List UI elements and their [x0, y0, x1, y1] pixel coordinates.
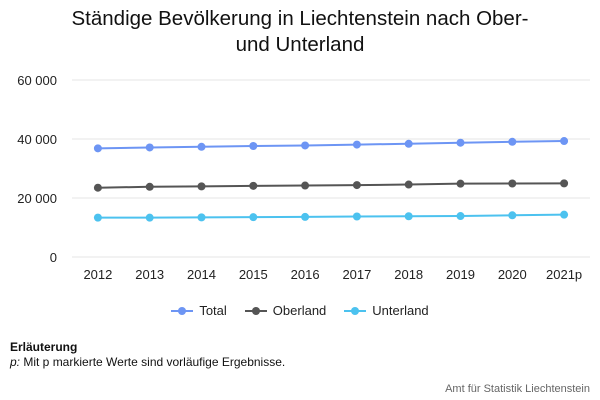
- data-point-total: [93, 144, 102, 153]
- data-point-unterland: [93, 213, 102, 222]
- data-point-total: [249, 142, 258, 151]
- footnote-title: Erläuterung: [10, 340, 78, 354]
- x-tick-label: 2018: [394, 267, 423, 282]
- data-point-unterland: [404, 212, 413, 221]
- legend-marker-icon: [244, 306, 267, 315]
- y-tick-label: 40 000: [17, 132, 57, 147]
- data-point-oberland: [249, 181, 258, 190]
- chart-legend: Total Oberland Unterland: [0, 303, 600, 318]
- y-tick-label: 0: [50, 250, 57, 265]
- footnote-text: Mit p markierte Werte sind vorläufige Er…: [20, 355, 286, 369]
- data-point-oberland: [404, 180, 413, 189]
- footnote: Erläuterung p: Mit p markierte Werte sin…: [10, 340, 285, 370]
- x-tick-label: 2019: [446, 267, 475, 282]
- series-line-total: [97, 140, 565, 150]
- data-point-total: [197, 142, 206, 151]
- data-point-oberland: [456, 179, 465, 188]
- x-tick-label: 2015: [239, 267, 268, 282]
- series-line-oberland: [97, 182, 565, 189]
- data-point-oberland: [93, 183, 102, 192]
- data-point-unterland: [301, 212, 310, 221]
- data-point-oberland: [560, 179, 569, 188]
- chart-title-line-2: und Unterland: [235, 33, 365, 56]
- data-point-total: [352, 140, 361, 149]
- chart-title-line-1: Ständige Bevölkerung in Liechtenstein na…: [71, 7, 529, 30]
- legend-label: Oberland: [272, 303, 327, 318]
- credits-link[interactable]: Amt für Statistik Liechtenstein: [445, 383, 590, 395]
- data-point-oberland: [508, 179, 517, 188]
- legend-item-unterland[interactable]: Unterland: [344, 303, 429, 318]
- data-point-unterland: [145, 213, 154, 222]
- data-point-oberland: [197, 182, 206, 191]
- data-point-unterland: [560, 210, 569, 219]
- data-point-unterland: [508, 211, 517, 220]
- x-tick-label: 2017: [342, 267, 371, 282]
- x-tick-label: 2012: [83, 267, 112, 282]
- data-point-oberland: [301, 181, 310, 190]
- data-point-oberland: [145, 182, 154, 191]
- footnote-p-label: p:: [10, 355, 21, 369]
- data-point-total: [145, 143, 154, 152]
- data-point-unterland: [456, 212, 465, 221]
- y-tick-label: 60 000: [17, 73, 57, 88]
- series-line-unterland: [97, 213, 565, 219]
- legend-item-total[interactable]: Total: [171, 303, 227, 318]
- legend-label: Total: [199, 303, 227, 318]
- x-tick-label: 2013: [135, 267, 164, 282]
- legend-marker-icon: [171, 306, 194, 315]
- legend-marker-icon: [344, 306, 367, 315]
- legend-label: Unterland: [372, 303, 429, 318]
- data-point-total: [301, 141, 310, 150]
- data-point-total: [404, 139, 413, 148]
- legend-item-oberland[interactable]: Oberland: [244, 303, 327, 318]
- x-tick-label: 2021p: [546, 267, 582, 282]
- y-tick-label: 20 000: [17, 191, 57, 206]
- x-tick-label: 2014: [187, 267, 216, 282]
- data-point-total: [456, 138, 465, 147]
- data-point-unterland: [249, 213, 258, 222]
- x-tick-label: 2016: [291, 267, 320, 282]
- x-tick-label: 2020: [498, 267, 527, 282]
- data-point-total: [508, 137, 517, 146]
- data-point-unterland: [352, 212, 361, 221]
- data-point-oberland: [352, 181, 361, 190]
- data-point-unterland: [197, 213, 206, 222]
- chart-title: Ständige Bevölkerung in Liechtenstein na…: [0, 6, 600, 58]
- data-point-total: [560, 137, 569, 146]
- line-chart: 0 20 000 40 000 60 000 2012 2013 2014 2015 2016 2…: [17, 73, 590, 282]
